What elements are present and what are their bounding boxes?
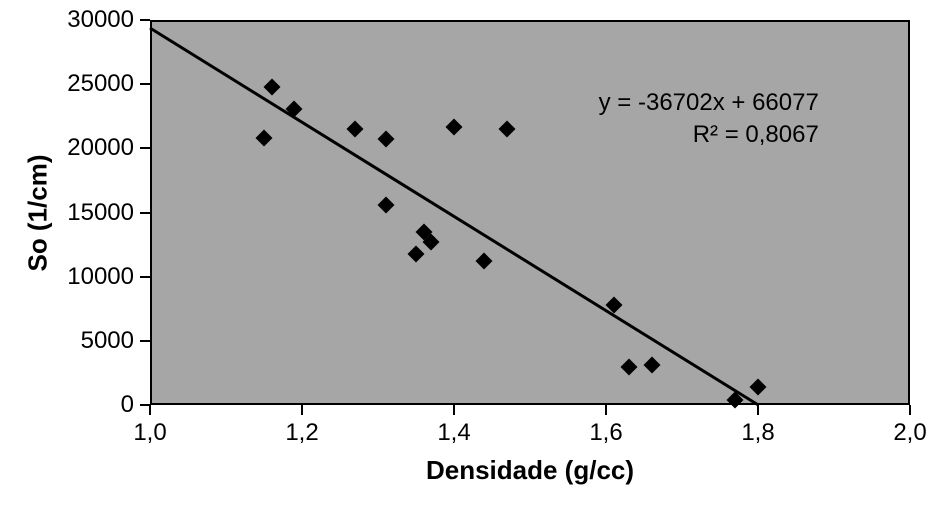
scatter-chart: 050001000015000200002500030000 1,01,21,4… (0, 0, 940, 511)
r-squared-label: R² = 0,8067 (693, 121, 819, 149)
trendline (0, 0, 940, 511)
regression-equation: y = -36702x + 66077 (599, 89, 819, 117)
